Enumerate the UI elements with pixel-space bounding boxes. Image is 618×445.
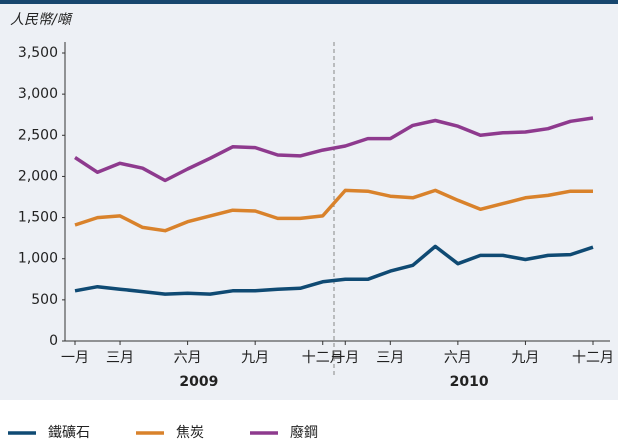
- x-tick-label: 六月: [174, 350, 202, 366]
- x-tick-label: 九月: [241, 350, 269, 366]
- legend-label: 廢鋼: [290, 424, 318, 441]
- x-tick-label: 一月: [61, 350, 89, 366]
- top-band: [0, 0, 618, 4]
- legend-label: 鐵礦石: [48, 424, 90, 441]
- x-tick-label: 一月: [331, 350, 359, 366]
- year-label: 2009: [179, 374, 218, 390]
- series-line: [74, 244, 594, 296]
- chart-background: [0, 0, 618, 400]
- y-unit-label: 人民幣/噸: [10, 12, 74, 28]
- y-tick-label: 1,500: [18, 210, 58, 226]
- x-tick-label: 三月: [376, 350, 404, 366]
- x-tick-label: 三月: [106, 350, 134, 366]
- y-tick-label: 3,500: [18, 45, 58, 61]
- x-tick-label: 十二月: [572, 350, 614, 366]
- series-line: [74, 116, 594, 183]
- y-tick-label: 0: [49, 333, 58, 349]
- legend-label: 焦炭: [176, 425, 204, 441]
- year-label: 2010: [450, 374, 489, 390]
- y-tick-label: 2,500: [18, 127, 58, 143]
- x-tick-label: 九月: [511, 350, 539, 366]
- y-tick-label: 2,000: [18, 168, 58, 184]
- series-line: [74, 188, 593, 233]
- y-tick-label: 1,000: [18, 251, 58, 267]
- y-tick-label: 3,000: [18, 86, 58, 102]
- x-tick-label: 十二月: [302, 350, 344, 366]
- x-tick-label: 六月: [444, 350, 472, 366]
- y-tick-label: 500: [31, 292, 58, 308]
